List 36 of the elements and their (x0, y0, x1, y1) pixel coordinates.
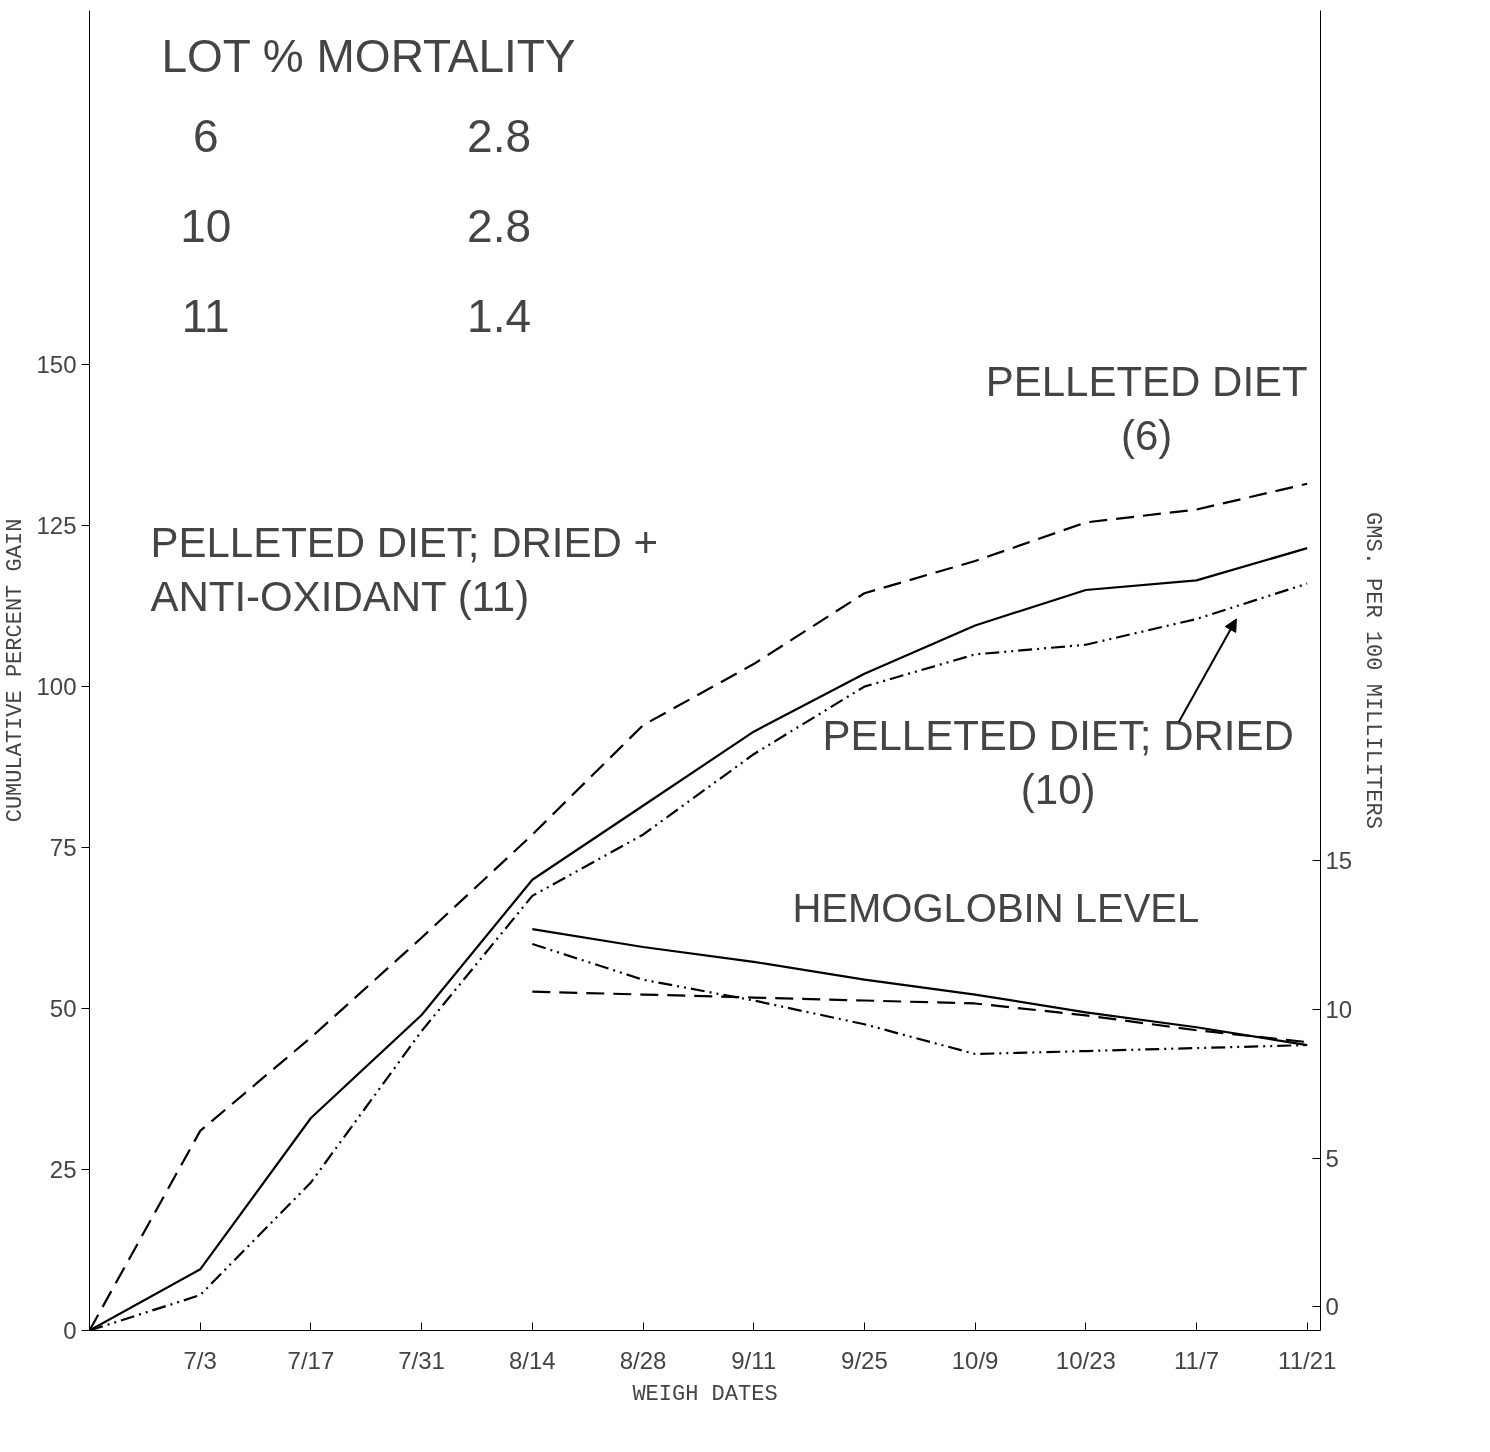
y2-tick-label: 15 (1325, 847, 1353, 875)
y-tick-label: 25 (49, 1156, 77, 1184)
annotation: LOT % MORTALITY (161, 29, 576, 82)
y2-tick-label: 0 (1325, 1293, 1339, 1321)
annotation: 10 (180, 200, 232, 253)
y-tick-label: 150 (36, 351, 77, 379)
x-tick-label: 8/14 (508, 1346, 556, 1374)
x-tick-label: 7/3 (183, 1346, 217, 1374)
x-tick-label: 7/31 (398, 1346, 445, 1374)
y2-axis-title: GMS. PER 100 MILLILITERS (1360, 512, 1386, 829)
x-tick-label: 8/28 (619, 1346, 667, 1374)
x-tick-label: 9/25 (841, 1346, 888, 1374)
annotation: 11 (181, 290, 230, 343)
annotation: PELLETED DIET; DRIED (10) (822, 712, 1294, 814)
annotation: PELLETED DIET (6) (985, 358, 1308, 460)
annotation: 2.8 (467, 109, 532, 162)
annotation: HEMOGLOBIN LEVEL (792, 886, 1200, 931)
x-tick-label: 11/21 (1278, 1346, 1337, 1374)
x-tick-label: 10/23 (1055, 1346, 1116, 1374)
y-tick-label: 100 (36, 673, 77, 701)
y2-tick-label: 10 (1325, 995, 1353, 1023)
x-axis-title: WEIGH DATES (632, 1381, 778, 1407)
annotation: 6 (192, 109, 219, 162)
annotation: 1.4 (467, 290, 532, 343)
x-tick-label: 7/17 (287, 1346, 335, 1374)
x-tick-label: 11/7 (1174, 1346, 1219, 1374)
y-tick-label: 125 (36, 512, 77, 540)
y2-tick-label: 5 (1325, 1144, 1339, 1172)
annotation: PELLETED DIET; DRIED + ANTI-OXIDANT (11) (150, 519, 659, 621)
y-axis-title: CUMULATIVE PERCENT GAIN (3, 518, 29, 823)
x-tick-label: 9/11 (731, 1346, 777, 1374)
y-tick-label: 50 (49, 995, 77, 1023)
annotation: 2.8 (467, 200, 532, 253)
x-tick-label: 10/9 (951, 1346, 999, 1374)
y-tick-label: 0 (63, 1317, 77, 1344)
y-tick-label: 75 (49, 834, 77, 862)
